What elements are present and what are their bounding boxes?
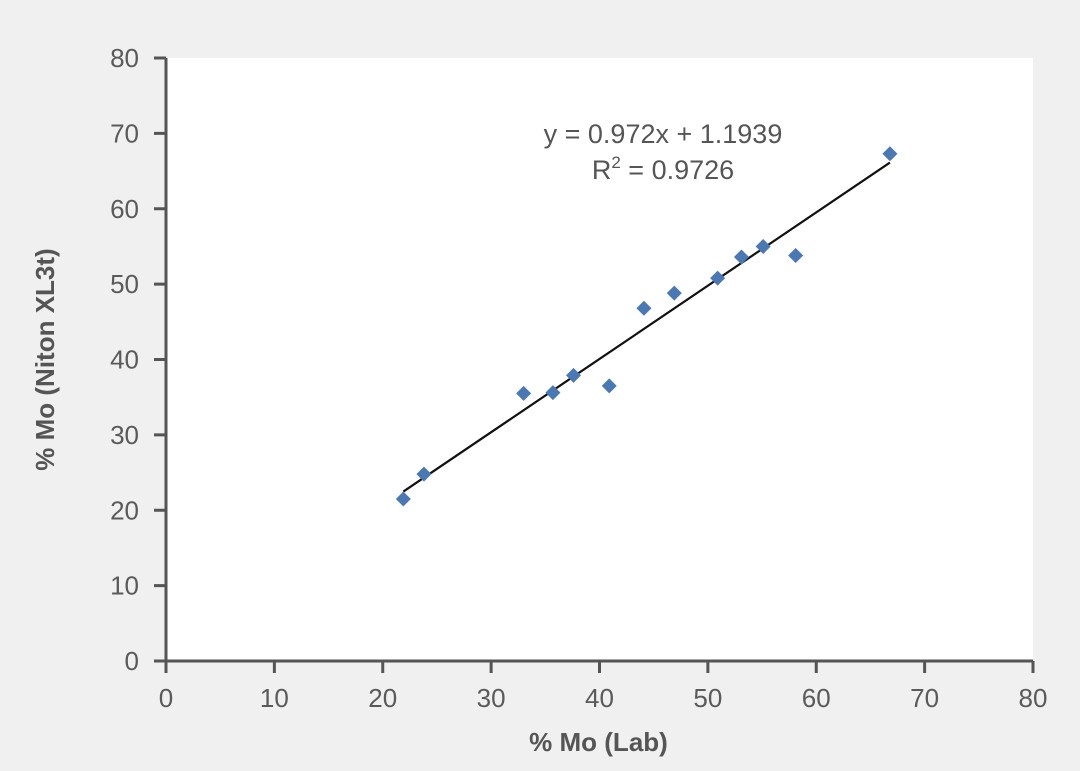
y-axis-title: % Mo (Niton XL3t) bbox=[30, 248, 60, 470]
y-tick-label: 20 bbox=[110, 495, 139, 525]
data-point bbox=[755, 238, 771, 254]
data-point bbox=[882, 146, 898, 162]
y-tick-label: 80 bbox=[110, 43, 139, 73]
x-tick-label: 20 bbox=[368, 683, 397, 713]
y-tick-label: 60 bbox=[110, 194, 139, 224]
x-axis-title: % Mo (Lab) bbox=[529, 727, 668, 757]
x-tick-label: 70 bbox=[910, 683, 939, 713]
r-squared-superscript: 2 bbox=[611, 153, 620, 172]
y-tick-label: 30 bbox=[110, 420, 139, 450]
trendline-layer bbox=[402, 161, 891, 493]
y-tick-label: 50 bbox=[110, 269, 139, 299]
x-tick-label: 80 bbox=[1019, 683, 1048, 713]
x-tick-label: 40 bbox=[585, 683, 614, 713]
data-point bbox=[636, 300, 652, 316]
r-squared-label: R2 = 0.9726 bbox=[592, 153, 734, 185]
data-point bbox=[733, 249, 749, 265]
data-point bbox=[601, 378, 617, 394]
axes: 0 10 20 30 40 50 60 70 80 0 10 20 30 40 50 60 70 80 bbox=[110, 43, 1047, 713]
data-point bbox=[516, 385, 532, 401]
x-tick-label: 50 bbox=[693, 683, 722, 713]
data-points bbox=[395, 146, 898, 507]
y-tick-label: 0 bbox=[125, 646, 139, 676]
data-point bbox=[710, 270, 726, 286]
x-tick-label: 30 bbox=[477, 683, 506, 713]
y-tick-label: 40 bbox=[110, 345, 139, 375]
x-tick-label: 0 bbox=[159, 683, 173, 713]
r-squared-value: = 0.9726 bbox=[621, 155, 734, 185]
data-point bbox=[416, 466, 432, 482]
data-point bbox=[565, 367, 581, 383]
x-tick-label: 10 bbox=[260, 683, 289, 713]
trendline bbox=[402, 161, 891, 493]
x-tick-label: 60 bbox=[802, 683, 831, 713]
data-point bbox=[395, 491, 411, 507]
data-point bbox=[545, 385, 561, 401]
r-squared-symbol: R bbox=[592, 155, 612, 185]
trendline-equation: y = 0.972x + 1.1939 bbox=[544, 119, 783, 149]
y-tick-label: 10 bbox=[110, 571, 139, 601]
data-point bbox=[788, 247, 804, 263]
y-tick-label: 70 bbox=[110, 118, 139, 148]
data-point bbox=[666, 285, 682, 301]
